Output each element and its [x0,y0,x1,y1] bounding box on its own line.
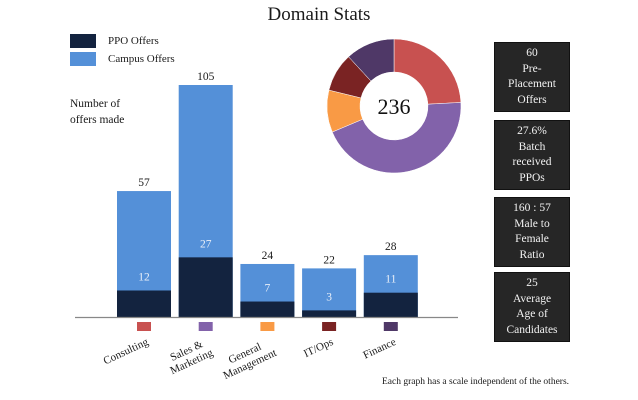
bar-ppo [117,290,171,317]
legend-swatch-campus [70,52,96,66]
legend-item-ppo: PPO Offers [70,34,159,48]
category-color-swatch [383,322,398,331]
stat-card-line: Candidates [506,323,558,336]
donut-slice [331,102,462,174]
stat-card: 160 : 57 Male to Female Ratio [494,197,570,267]
bar-chart: 57 12 105 27 24 7 22 3 28 11 [75,71,458,331]
stat-card-line: Batch [518,140,546,153]
bar-ppo [363,292,418,317]
legend-swatch-ppo [70,34,96,48]
bar-ppo-label: 11 [385,274,396,286]
stat-card-line: Average [512,292,552,305]
legend-label-ppo: PPO Offers [108,35,159,47]
stat-card-line: Pre- [522,62,542,75]
bar-ppo [302,310,357,317]
bar-ppo [178,257,233,317]
bar-total-label: 22 [323,254,335,266]
bar-ppo-label: 12 [138,271,150,283]
donut-center-label: 236 [378,94,411,119]
stat-card-line: 25 [526,277,538,289]
category-color-swatch [198,322,213,331]
category-color-swatch [137,322,151,331]
bar-ppo [240,301,295,317]
legend-label-campus: Campus Offers [108,53,175,65]
stat-card: 60 Pre- Placement Offers [494,42,570,112]
stat-card-line: Male to [514,217,550,230]
stat-card: 27.6% Batch received PPOs [494,120,570,190]
legend-item-campus: Campus Offers [70,52,175,66]
category-color-swatch [322,322,337,331]
category-color-swatch [260,322,275,331]
stat-card-line: PPOs [519,171,545,184]
stat-card-line: 60 [526,47,538,59]
stat-card-line: 160 : 57 [513,202,551,214]
bar-total-label: 24 [262,250,274,262]
bar-campus [302,268,357,317]
bar-total-label: 105 [197,71,215,83]
bar-ppo-label: 3 [326,291,332,303]
y-axis-label: Number of offers made [70,96,124,128]
stat-card-line: Age of [516,308,548,320]
bar-ppo-label: 7 [265,283,271,295]
donut-slice [348,38,395,82]
stat-card: 25 Average Age of Candidates [494,272,570,342]
stat-card-line: Ratio [519,248,545,261]
stat-card-line: received [512,156,552,168]
donut-chart: 236 [326,38,462,174]
bar-total-label: 28 [385,241,397,253]
page-title: Domain Stats [267,4,371,25]
bar-total-label: 57 [138,177,150,189]
stat-card-line: Placement [508,78,556,90]
bar-ppo-label: 27 [200,238,212,250]
y-axis-label-line: Number of [70,98,121,110]
y-axis-label-line: offers made [70,114,125,126]
stat-card-line: Offers [517,93,547,106]
stat-card-line: 27.6% [517,125,547,137]
footnote: Each graph has a scale independent of th… [382,377,570,387]
stat-card-line: Female [515,233,549,245]
